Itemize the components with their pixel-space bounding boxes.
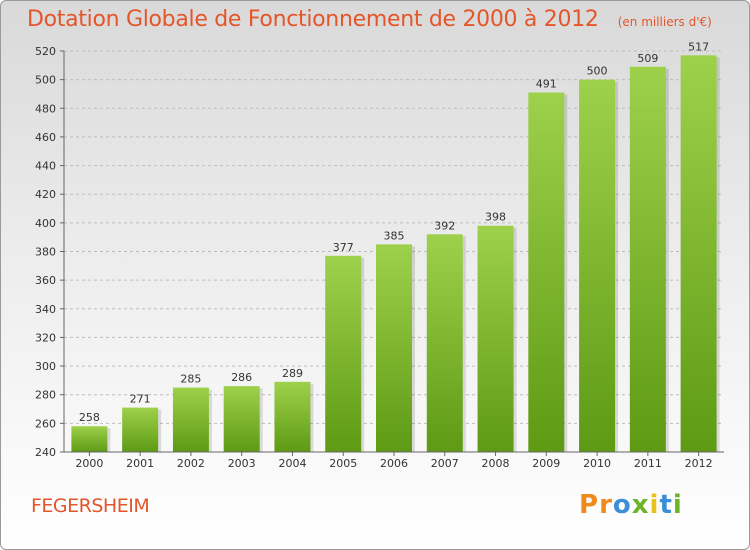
logo-letter: o bbox=[612, 490, 632, 520]
logo-letter: P bbox=[579, 490, 600, 520]
bar-2004 bbox=[274, 381, 311, 452]
bar-2005 bbox=[325, 255, 362, 452]
data-label-2000: 258 bbox=[79, 411, 100, 424]
x-tick-label-2010: 2010 bbox=[583, 457, 611, 470]
data-label-2012: 517 bbox=[688, 40, 709, 53]
bar-2007 bbox=[426, 234, 463, 452]
y-tick-label: 500 bbox=[35, 74, 56, 87]
x-tick-label-2003: 2003 bbox=[228, 457, 256, 470]
data-label-2007: 392 bbox=[434, 219, 455, 232]
x-tick-label-2009: 2009 bbox=[532, 457, 560, 470]
y-tick-label: 280 bbox=[35, 389, 56, 402]
logo-letter: x bbox=[631, 490, 650, 520]
bar-2009 bbox=[528, 92, 565, 453]
x-tick-label-2006: 2006 bbox=[380, 457, 408, 470]
y-axis: 240 260 280 300 320 340 360 380 400 420 440 460 480 5… bbox=[35, 45, 65, 459]
bar-2002 bbox=[172, 387, 209, 452]
bar-2000 bbox=[71, 426, 108, 452]
bar-2012 bbox=[680, 55, 717, 453]
y-tick-label: 340 bbox=[35, 303, 56, 316]
bar-2003 bbox=[223, 386, 260, 452]
chart-subtitle: (en milliers d'€) bbox=[617, 15, 712, 29]
y-tick-label: 460 bbox=[35, 131, 56, 144]
chart-title: Dotation Globale de Fonctionnement de 20… bbox=[27, 7, 599, 32]
y-tick-label: 300 bbox=[35, 360, 56, 373]
y-tick-label: 400 bbox=[35, 217, 56, 230]
proxiti-logo: Proxiti bbox=[579, 490, 683, 520]
logo-letter: i bbox=[672, 490, 683, 520]
data-label-2009: 491 bbox=[536, 78, 557, 91]
logo-letter: t bbox=[659, 490, 673, 520]
y-tick-label: 440 bbox=[35, 160, 56, 173]
y-tick-label: 320 bbox=[35, 331, 56, 344]
x-tick-label-2005: 2005 bbox=[329, 457, 357, 470]
commune-name: FEGERSHEIM bbox=[31, 495, 150, 517]
x-axis: 2000 2001 2002 2003 2004 2005 2006 2007 2008 2009… bbox=[64, 451, 724, 470]
data-label-2006: 385 bbox=[384, 229, 405, 242]
bar-2008 bbox=[477, 225, 514, 452]
y-tick-label: 240 bbox=[35, 446, 56, 459]
y-tick-label: 380 bbox=[35, 246, 56, 259]
data-label-2010: 500 bbox=[587, 65, 608, 78]
bars: 258 271 285 286 289 377 385 392 398 491 500 509 517 bbox=[71, 40, 720, 453]
data-label-2008: 398 bbox=[485, 211, 506, 224]
data-label-2001: 271 bbox=[130, 393, 151, 406]
x-tick-label-2001: 2001 bbox=[126, 457, 154, 470]
y-tick-label: 520 bbox=[35, 45, 56, 58]
data-label-2003: 286 bbox=[231, 371, 252, 384]
bar-2001 bbox=[122, 407, 159, 452]
x-tick-label-2004: 2004 bbox=[278, 457, 306, 470]
x-tick-label-2002: 2002 bbox=[177, 457, 205, 470]
x-tick-label-2011: 2011 bbox=[634, 457, 662, 470]
y-tick-label: 420 bbox=[35, 188, 56, 201]
data-label-2004: 289 bbox=[282, 367, 303, 380]
title-row: Dotation Globale de Fonctionnement de 20… bbox=[27, 7, 712, 32]
bar-2011 bbox=[629, 66, 666, 452]
y-tick-label: 480 bbox=[35, 102, 56, 115]
x-tick-label-2008: 2008 bbox=[482, 457, 510, 470]
x-tick-label-2000: 2000 bbox=[75, 457, 103, 470]
logo-letter: r bbox=[599, 490, 613, 520]
bar-2010 bbox=[579, 79, 616, 453]
y-tick-label: 360 bbox=[35, 274, 56, 287]
x-tick-label-2012: 2012 bbox=[685, 457, 713, 470]
bar-2006 bbox=[376, 244, 412, 452]
x-tick-label-2007: 2007 bbox=[431, 457, 459, 470]
data-label-2011: 509 bbox=[637, 52, 658, 65]
logo-letter: i bbox=[649, 490, 660, 520]
data-label-2005: 377 bbox=[333, 241, 354, 254]
y-tick-label: 260 bbox=[35, 417, 56, 430]
data-label-2002: 285 bbox=[180, 373, 201, 386]
